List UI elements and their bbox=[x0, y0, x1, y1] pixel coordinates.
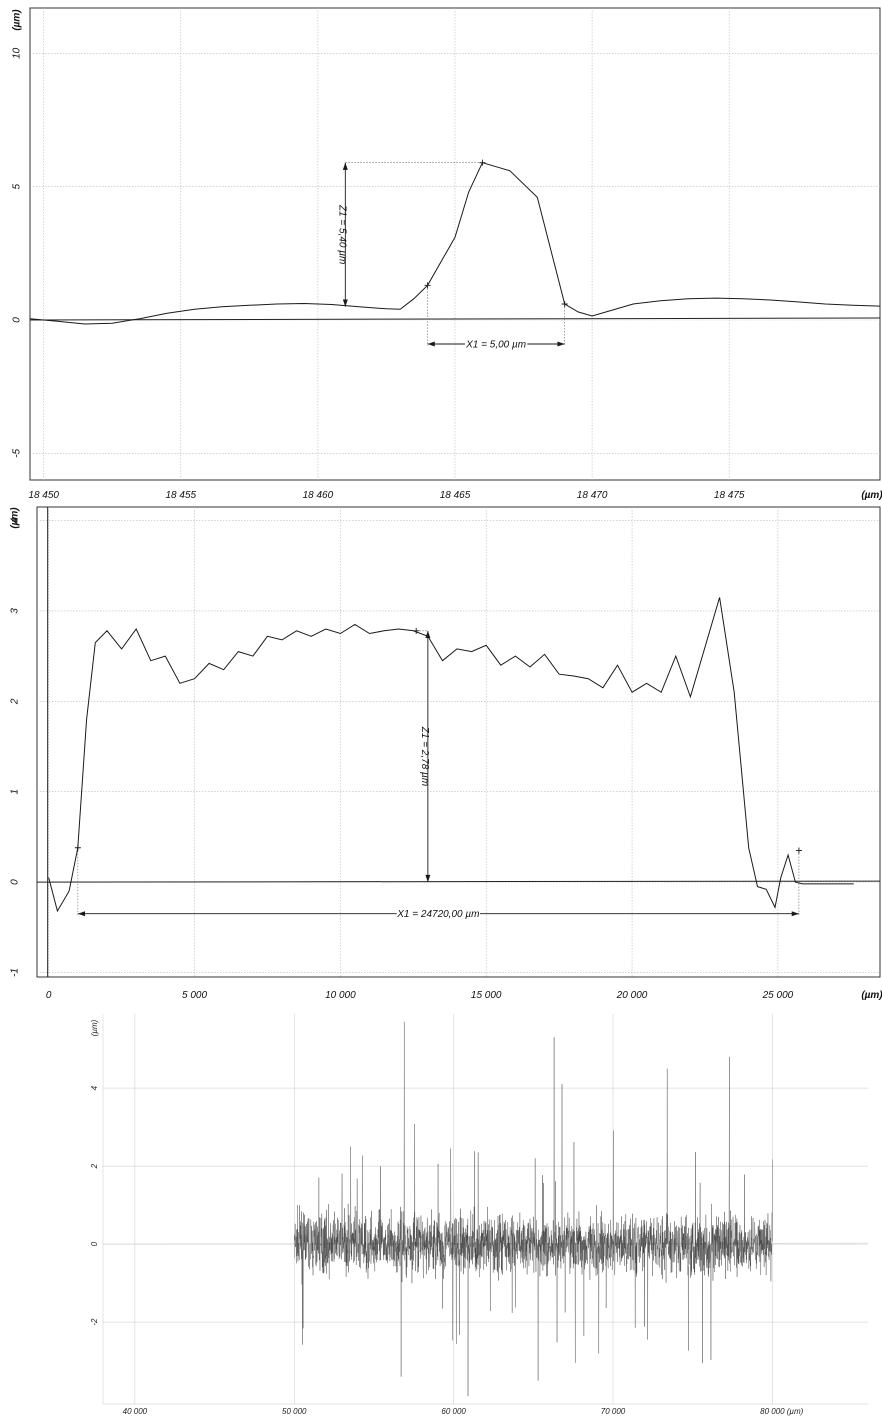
chart-1-x-arrow-right bbox=[557, 341, 565, 347]
chart-2-y-tick-label: 4 bbox=[10, 517, 21, 523]
chart-2-y-tick-label: -1 bbox=[10, 968, 21, 977]
chart-2-cursor-mark bbox=[413, 627, 420, 634]
chart-3-x-tick-label: 50 000 bbox=[282, 1407, 307, 1416]
chart-2-y-tick-label: 3 bbox=[10, 608, 21, 614]
chart-1-z-label: Z1 = 5,40 µm bbox=[336, 204, 347, 264]
chart-2-x-tick-label: 20 000 bbox=[616, 990, 648, 1001]
chart-1-cursor-mark bbox=[561, 301, 568, 307]
chart-1-z-arrow-top bbox=[342, 162, 348, 170]
chart-1-x-tick-label: 18 475 bbox=[714, 490, 745, 501]
chart-3-y-unit-label: (µm) bbox=[90, 1019, 99, 1036]
chart-3-x-unit-label: (µm) bbox=[787, 1407, 804, 1416]
chart-1-frame bbox=[29, 7, 881, 481]
chart-1-x-label: X1 = 5,00 µm bbox=[465, 340, 526, 351]
chart-1-x-tick-label: 18 460 bbox=[303, 490, 334, 501]
chart-1-y-tick-label: 10 bbox=[12, 47, 23, 59]
chart-3-x-tick-label: 60 000 bbox=[441, 1407, 466, 1416]
chart-1-x-label-bg bbox=[464, 338, 528, 350]
chart-2-x-tick-label: 15 000 bbox=[471, 990, 502, 1001]
chart-2-z-arrow-bottom bbox=[425, 874, 431, 883]
chart-1-cursor-mark bbox=[479, 159, 486, 166]
chart-3-series-line bbox=[294, 1021, 773, 1397]
chart-3-y-tick-label: 2 bbox=[90, 1163, 99, 1169]
chart-2-x-arrow-left bbox=[77, 911, 86, 917]
chart-2-x-tick-label: 5 000 bbox=[182, 990, 207, 1001]
chart-1-x-arrow-left bbox=[427, 341, 435, 347]
chart-2-x-label-bg bbox=[396, 907, 480, 920]
chart-1-y-unit-label: (µm) bbox=[12, 9, 23, 31]
chart-2-z-arrow-top bbox=[425, 630, 431, 639]
chart-1-x-tick-label: 18 465 bbox=[440, 490, 471, 501]
chart-1-y-tick-label: 0 bbox=[12, 317, 23, 323]
chart-2-y-tick-label: 0 bbox=[10, 879, 21, 885]
chart-2-y-unit-label: (µm) bbox=[10, 507, 21, 529]
chart-3-x-tick-label: 40 000 bbox=[123, 1407, 148, 1416]
chart-3-y-tick-label: -2 bbox=[90, 1318, 99, 1326]
chart-1-series-line bbox=[29, 162, 881, 325]
chart-2-z-label: Z1 = 2,78 µm bbox=[419, 726, 430, 786]
chart-3-y-tick-label: 0 bbox=[90, 1241, 99, 1246]
chart-2-x-unit-label: (µm) bbox=[861, 990, 882, 1001]
chart-1-y-tick-label: 5 bbox=[12, 183, 23, 189]
chart-2-x-label: X1 = 24720,00 µm bbox=[396, 909, 479, 920]
chart-1-x-tick-label: 18 455 bbox=[166, 490, 197, 501]
chart-3-x-tick-label: 80 000 bbox=[760, 1407, 785, 1416]
chart-1-x-unit-label: (µm) bbox=[861, 490, 882, 501]
chart-2-x-tick-label: 0 bbox=[46, 990, 52, 1001]
chart-1-zero-line bbox=[29, 317, 881, 321]
chart-3-y-tick-label: 4 bbox=[90, 1085, 99, 1090]
chart-2-frame bbox=[36, 506, 881, 978]
chart-1-step-profile: 18 450 18 455 18 460 18 465 18 470 18 475 -5 0 5… bbox=[12, 7, 882, 501]
chart-3-roughness-profile: 40 000 50 000 60 000 70 000 80 000 -2 0 2 4 (µm) (… bbox=[90, 1014, 869, 1416]
chart-2-y-tick-label: 2 bbox=[10, 698, 21, 705]
chart-2-cursor-mark bbox=[74, 844, 81, 851]
chart-2-cursor-mark bbox=[795, 847, 802, 854]
chart-1-x-tick-label: 18 450 bbox=[28, 490, 59, 501]
chart-1-cursor-mark bbox=[424, 282, 431, 289]
chart-2-x-tick-label: 10 000 bbox=[325, 990, 356, 1001]
chart-2-series-line bbox=[48, 597, 854, 913]
chart-2-x-arrow-right bbox=[791, 911, 799, 917]
chart-1-y-tick-label: -5 bbox=[12, 448, 23, 457]
chart-2-x-tick-label: 25 000 bbox=[762, 990, 794, 1001]
chart-2-y-tick-label: 1 bbox=[10, 789, 21, 795]
chart-1-x-tick-label: 18 470 bbox=[577, 490, 608, 501]
chart-1-z-arrow-bottom bbox=[342, 299, 348, 307]
chart-3-x-tick-label: 70 000 bbox=[601, 1407, 626, 1416]
chart-2-zero-line bbox=[36, 880, 881, 883]
